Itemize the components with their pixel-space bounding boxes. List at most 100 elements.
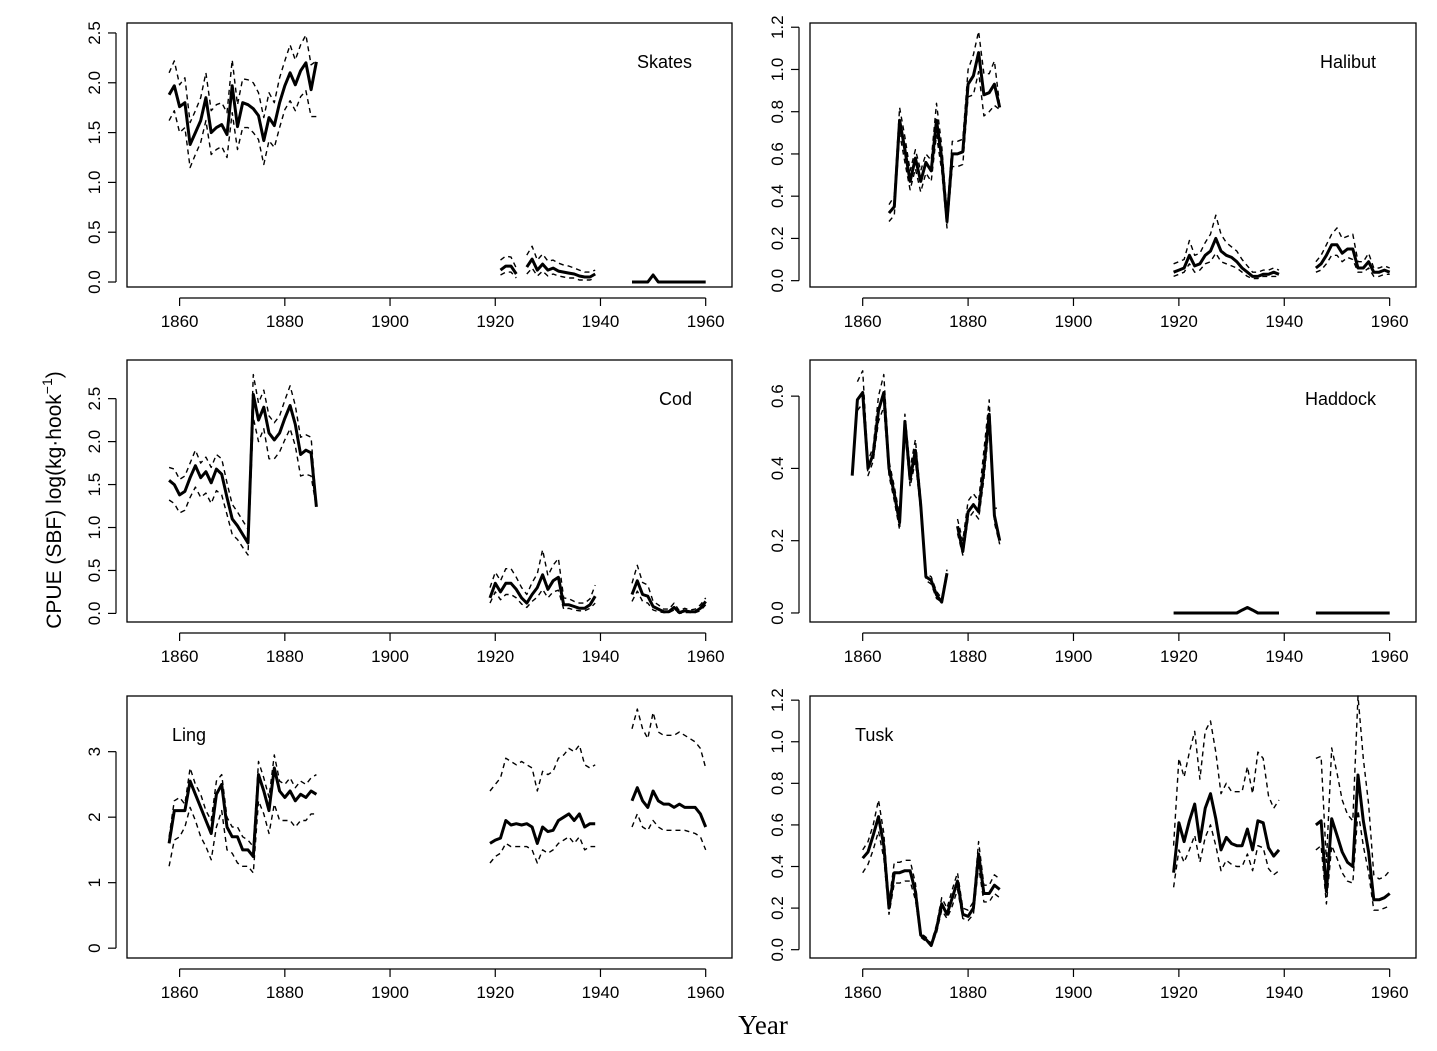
series-estimate-line (632, 273, 706, 284)
series-estimate-line (861, 815, 1001, 947)
series-lower-bound-line (1315, 809, 1390, 911)
x-tick-label: 1920 (476, 983, 514, 1002)
panel-tusk: 1860 1880 1900 1920 1940 1960 0.0 0.2 0.4 0.6 0.8 1… (768, 688, 1417, 1002)
x-tick-label: 1960 (687, 312, 725, 331)
x-tick-label: 1880 (949, 647, 987, 666)
x-tick-label: 1940 (582, 647, 620, 666)
y-tick-label: 0.4 (768, 457, 787, 481)
y-tick-label: 0 (85, 943, 104, 952)
y-axis-label-tail: ) (43, 371, 66, 378)
series-upper-bound-line (1172, 720, 1280, 846)
panel-title-tusk: Tusk (855, 725, 894, 745)
series-upper-bound-line (862, 799, 1001, 945)
y-tick-label: 0.0 (768, 938, 787, 962)
x-tick-label: 1920 (476, 312, 514, 331)
series-lower-bound-line (631, 813, 707, 851)
panel-title-skates: Skates (637, 52, 692, 72)
series-upper-bound-line (888, 30, 1001, 214)
panel-haddock: 1860 1880 1900 1920 1940 1960 0.0 0.2 0.4 0.6 Hadd… (768, 359, 1417, 666)
series-estimate-line (1173, 236, 1280, 278)
y-tick-label: 0.6 (768, 384, 787, 408)
x-tick-label: 1860 (844, 983, 882, 1002)
panel-frame (126, 695, 733, 959)
series-upper-bound-line (631, 708, 707, 769)
series-upper-bound-line (1173, 214, 1280, 273)
x-tick-label: 1920 (476, 647, 514, 666)
series-lower-bound-line (1172, 824, 1280, 888)
x-tick-label: 1880 (266, 647, 304, 666)
series-lower-bound-line (168, 416, 318, 556)
panel-frame (126, 22, 733, 288)
series-upper-bound-line (168, 754, 317, 848)
y-axis-label: CPUE (SBF) log(kg·hook−1) (39, 371, 66, 629)
series-estimate-line (167, 766, 318, 858)
series-upper-bound-line (856, 370, 948, 600)
series-estimate-line (488, 573, 597, 610)
panel-skates: 1860 1880 1900 1920 1940 1960 0.0 0.5 1.0 1.5 2.0 2… (85, 21, 733, 331)
panel-frame (809, 695, 1417, 959)
y-tick-label: 0.5 (85, 220, 104, 244)
y-tick-label: 0.6 (768, 142, 787, 166)
series-estimate-line (525, 257, 596, 279)
y-tick-label: 1.5 (85, 121, 104, 145)
series-upper-bound-line (168, 34, 317, 124)
y-tick-label: 0.0 (85, 602, 104, 626)
y-tick-label: 1.0 (85, 516, 104, 540)
panel-frame (126, 359, 733, 623)
y-tick-label: 0.5 (85, 559, 104, 583)
y-tick-label: 2.5 (85, 21, 104, 45)
series-lower-bound-line (862, 830, 1001, 947)
y-tick-label: 0.0 (768, 269, 787, 293)
y-tick-label: 0.4 (768, 855, 787, 879)
series-lower-bound-line (526, 267, 596, 281)
x-tick-label: 1860 (844, 647, 882, 666)
series-upper-bound-line (956, 399, 1000, 542)
series-estimate-line (168, 392, 318, 545)
y-tick-label: 0.2 (768, 529, 787, 553)
x-tick-label: 1940 (582, 312, 620, 331)
series-lower-bound-line (500, 271, 517, 279)
y-tick-label: 0.8 (768, 100, 787, 124)
panel-title-cod: Cod (659, 389, 692, 409)
x-tick-label: 1920 (1160, 647, 1198, 666)
y-tick-label: 2.0 (85, 71, 104, 95)
series-lower-bound-line (168, 89, 317, 169)
y-tick-label: 2.5 (85, 387, 104, 411)
y-tick-label: 0.0 (768, 601, 787, 625)
x-tick-label: 1920 (1160, 983, 1198, 1002)
y-tick-label: 1.0 (768, 730, 787, 754)
x-tick-label: 1860 (161, 647, 199, 666)
y-tick-label: 1 (85, 878, 104, 887)
panel-grid: 1860 1880 1900 1920 1940 1960 0.0 0.5 1.0 1.5 2.0 2… (85, 15, 1417, 1002)
x-tick-label: 1960 (687, 983, 725, 1002)
series-lower-bound-line (956, 424, 1001, 556)
panel-halibut: 1860 1880 1900 1920 1940 1960 0.0 0.2 0.4 0.6 0.8 1… (768, 15, 1417, 331)
x-tick-label: 1900 (1055, 312, 1093, 331)
panel-title-ling: Ling (172, 725, 206, 745)
series-estimate-line (887, 51, 1002, 223)
x-tick-label: 1940 (582, 983, 620, 1002)
panel-cod: 1860 1880 1900 1920 1940 1960 0.0 0.5 1.0 1.5 2.0 2… (85, 359, 733, 666)
x-tick-label: 1860 (161, 983, 199, 1002)
x-tick-label: 1880 (266, 983, 304, 1002)
series-lower-bound-line (1173, 252, 1279, 280)
y-axis-label-superscript: −1 (39, 378, 55, 394)
y-tick-label: 0.0 (85, 270, 104, 294)
y-tick-label: 0.8 (768, 772, 787, 796)
x-tick-label: 1860 (844, 312, 882, 331)
x-tick-label: 1920 (1160, 312, 1198, 331)
x-tick-label: 1880 (949, 312, 987, 331)
panel-ling: 1860 1880 1900 1920 1940 1960 0 1 2 3 Ling (85, 695, 733, 1002)
x-tick-label: 1900 (1055, 647, 1093, 666)
x-tick-label: 1900 (371, 312, 409, 331)
series-estimate-line (630, 786, 708, 828)
series-lower-bound-line (856, 402, 948, 603)
y-tick-label: 0.2 (768, 227, 787, 251)
y-tick-label: 3 (85, 747, 104, 756)
series-estimate-line (1314, 773, 1391, 902)
panel-frame (809, 22, 1417, 288)
x-tick-label: 1960 (687, 647, 725, 666)
x-tick-label: 1860 (161, 312, 199, 331)
series-lower-bound-line (489, 588, 596, 612)
